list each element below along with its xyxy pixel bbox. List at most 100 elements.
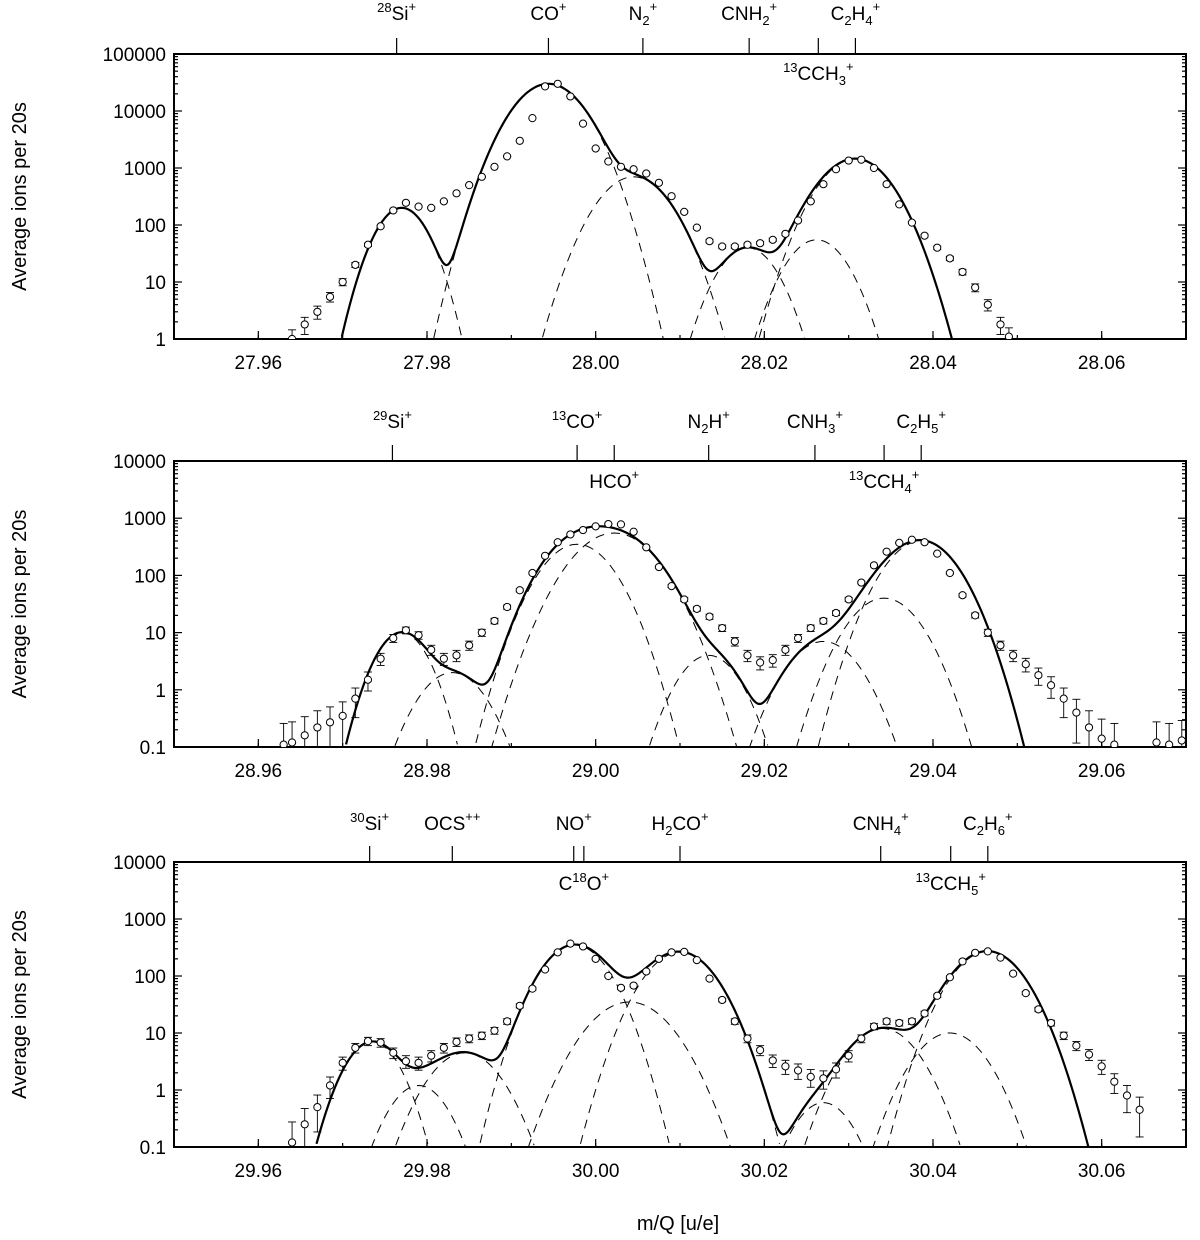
y-tick-label: 100000 bbox=[103, 45, 166, 66]
data-point bbox=[629, 981, 638, 990]
data-point bbox=[389, 1048, 398, 1057]
plot-frame bbox=[173, 861, 1187, 1148]
data-point bbox=[793, 216, 803, 225]
data-point bbox=[363, 1037, 373, 1046]
data-point bbox=[654, 562, 664, 572]
data-point bbox=[895, 538, 904, 547]
data-point bbox=[1072, 708, 1081, 717]
component-curve bbox=[795, 597, 973, 747]
data-point bbox=[1122, 1091, 1132, 1100]
data-point bbox=[933, 549, 942, 558]
data-point bbox=[279, 740, 288, 747]
data-point bbox=[718, 623, 727, 633]
data-point bbox=[933, 243, 942, 252]
data-point bbox=[756, 1046, 765, 1055]
y-axis-label: Average ions per 20s bbox=[9, 510, 31, 699]
data-point bbox=[338, 1058, 347, 1067]
data-point bbox=[983, 947, 992, 956]
data-point bbox=[414, 202, 423, 211]
data-point bbox=[1072, 1041, 1081, 1050]
data-point bbox=[756, 658, 765, 667]
x-axis-label: m/Q [u/e] bbox=[637, 1213, 719, 1235]
data-point bbox=[515, 1001, 524, 1010]
y-tick-label: 100 bbox=[134, 216, 166, 237]
x-tick-label: 28.00 bbox=[572, 353, 620, 374]
data-point bbox=[945, 254, 954, 263]
data-point bbox=[680, 595, 689, 604]
data-point bbox=[730, 637, 739, 646]
data-point bbox=[781, 229, 790, 238]
data-point bbox=[465, 641, 474, 650]
data-point bbox=[313, 307, 322, 316]
data-point bbox=[540, 965, 550, 974]
data-point bbox=[553, 79, 562, 88]
data-point bbox=[692, 956, 701, 965]
fit-curve bbox=[315, 943, 1090, 1147]
data-point bbox=[629, 527, 638, 536]
data-point bbox=[667, 948, 676, 957]
data-point bbox=[654, 178, 664, 187]
data-point bbox=[540, 551, 550, 560]
data-point bbox=[553, 538, 562, 547]
y-tick-label: 10000 bbox=[113, 102, 166, 123]
y-tick-label: 1 bbox=[155, 1081, 166, 1102]
data-point bbox=[452, 189, 461, 198]
component-curve bbox=[475, 543, 679, 744]
data-point bbox=[958, 957, 967, 966]
data-point bbox=[920, 231, 929, 240]
data-point bbox=[844, 595, 853, 604]
data-point bbox=[1004, 332, 1013, 339]
component-curve bbox=[872, 1032, 1028, 1147]
data-point bbox=[806, 623, 815, 633]
data-point bbox=[654, 954, 664, 963]
data-point bbox=[1097, 1062, 1106, 1071]
data-point bbox=[1097, 734, 1106, 743]
data-point bbox=[819, 616, 828, 626]
y-tick-label: 100 bbox=[134, 566, 166, 587]
data-point bbox=[1135, 1105, 1144, 1114]
data-point bbox=[920, 1009, 929, 1018]
data-point bbox=[439, 654, 448, 663]
data-point bbox=[427, 645, 436, 654]
data-point bbox=[857, 155, 866, 164]
data-point bbox=[705, 612, 714, 621]
y-axis-label: Average ions per 20s bbox=[9, 102, 31, 291]
species-label-cnh3: CNH3+ bbox=[787, 407, 843, 436]
y-tick-label: 1000 bbox=[124, 159, 166, 180]
x-tick-label: 28.96 bbox=[235, 761, 283, 782]
data-point bbox=[351, 260, 360, 269]
data-point bbox=[427, 1051, 436, 1060]
x-tick-label: 30.04 bbox=[909, 1161, 957, 1182]
y-tick-label: 1 bbox=[155, 330, 166, 351]
x-tick-label: 28.02 bbox=[741, 353, 789, 374]
data-point bbox=[793, 1066, 803, 1075]
data-point bbox=[363, 675, 373, 684]
x-tick-label: 29.96 bbox=[235, 1161, 283, 1182]
data-point bbox=[351, 1043, 360, 1052]
data-point bbox=[793, 634, 803, 643]
data-point bbox=[616, 162, 626, 171]
species-label-c18o: C18O+ bbox=[559, 869, 610, 895]
data-point bbox=[958, 591, 967, 600]
x-tick-label: 28.06 bbox=[1078, 353, 1126, 374]
component-curve bbox=[371, 1084, 467, 1147]
data-point bbox=[743, 651, 752, 660]
data-point bbox=[1034, 671, 1043, 680]
data-point bbox=[1152, 738, 1161, 747]
data-point bbox=[680, 207, 689, 216]
data-point bbox=[768, 656, 777, 665]
plot-frame bbox=[173, 53, 1187, 340]
data-point bbox=[819, 180, 828, 189]
component-curve bbox=[394, 672, 511, 747]
data-point bbox=[667, 192, 676, 201]
species-label-13cch4: 13CCH4+ bbox=[849, 467, 919, 496]
component-curve bbox=[542, 176, 726, 338]
panel-mass-29: 0.1 1 10 100 1000 10000 28.96 28.98 29.00 29.02 29… bbox=[9, 407, 1187, 782]
data-point bbox=[692, 604, 701, 613]
data-point bbox=[591, 954, 600, 963]
data-point bbox=[642, 169, 651, 178]
data-point bbox=[591, 522, 600, 531]
data-point bbox=[1034, 1005, 1043, 1014]
y-tick-label: 1000 bbox=[124, 910, 166, 931]
data-point bbox=[971, 283, 980, 292]
